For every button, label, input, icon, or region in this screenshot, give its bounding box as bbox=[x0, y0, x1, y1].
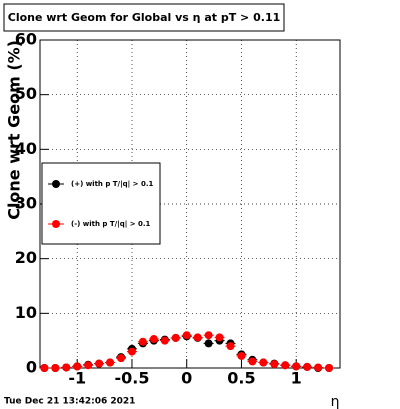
data-point bbox=[62, 363, 71, 372]
data-point bbox=[193, 333, 202, 342]
data-point bbox=[160, 336, 169, 345]
data-point bbox=[204, 339, 213, 348]
x-tick-label: 0.5 bbox=[227, 369, 255, 388]
data-point bbox=[292, 362, 301, 371]
y-tick-label: 50 bbox=[15, 84, 37, 103]
data-point bbox=[303, 362, 312, 371]
title-box bbox=[3, 3, 285, 32]
y-tick-label: 10 bbox=[15, 303, 37, 322]
data-point bbox=[73, 362, 82, 371]
legend-label: (+) with p T/|q| > 0.1 bbox=[71, 180, 154, 189]
y-tick-label: 0 bbox=[26, 358, 37, 377]
data-point bbox=[149, 335, 158, 344]
data-point bbox=[237, 351, 246, 360]
legend-label: (-) with p T/|q| > 0.1 bbox=[71, 220, 151, 229]
x-tick-label: -1 bbox=[68, 369, 86, 388]
data-point bbox=[215, 333, 224, 342]
data-point bbox=[138, 337, 147, 346]
data-point bbox=[248, 357, 257, 366]
timestamp: Tue Dec 21 13:42:06 2021 bbox=[4, 397, 135, 407]
data-point bbox=[117, 354, 126, 363]
x-tick-label: -0.5 bbox=[114, 369, 149, 388]
legend-marker bbox=[52, 220, 60, 228]
y-tick-label: 60 bbox=[15, 30, 37, 49]
data-point bbox=[270, 360, 279, 369]
data-point bbox=[281, 361, 290, 370]
legend-box bbox=[41, 162, 161, 245]
chart-title: Clone wrt Geom for Global vs η at pT > 0… bbox=[8, 11, 281, 24]
x-tick-label: 0 bbox=[181, 369, 192, 388]
x-axis-label: η bbox=[331, 394, 340, 409]
data-point bbox=[325, 364, 334, 372]
x-tick-label: 1 bbox=[291, 369, 302, 388]
data-point bbox=[204, 331, 213, 340]
data-point bbox=[226, 342, 235, 351]
data-point bbox=[95, 359, 104, 368]
y-axis-label: Clone wrt Geom (%) bbox=[5, 40, 24, 220]
data-point bbox=[106, 358, 115, 367]
data-point bbox=[314, 363, 323, 372]
data-point bbox=[127, 347, 136, 356]
y-tick-label: 20 bbox=[15, 248, 37, 267]
data-point bbox=[40, 364, 49, 372]
data-point bbox=[171, 333, 180, 342]
y-tick-label: 30 bbox=[15, 194, 37, 213]
y-tick-label: 40 bbox=[15, 139, 37, 158]
data-point bbox=[259, 358, 268, 367]
data-point bbox=[84, 361, 93, 370]
legend-marker bbox=[52, 180, 60, 188]
data-point bbox=[182, 331, 191, 340]
data-point bbox=[51, 364, 60, 372]
